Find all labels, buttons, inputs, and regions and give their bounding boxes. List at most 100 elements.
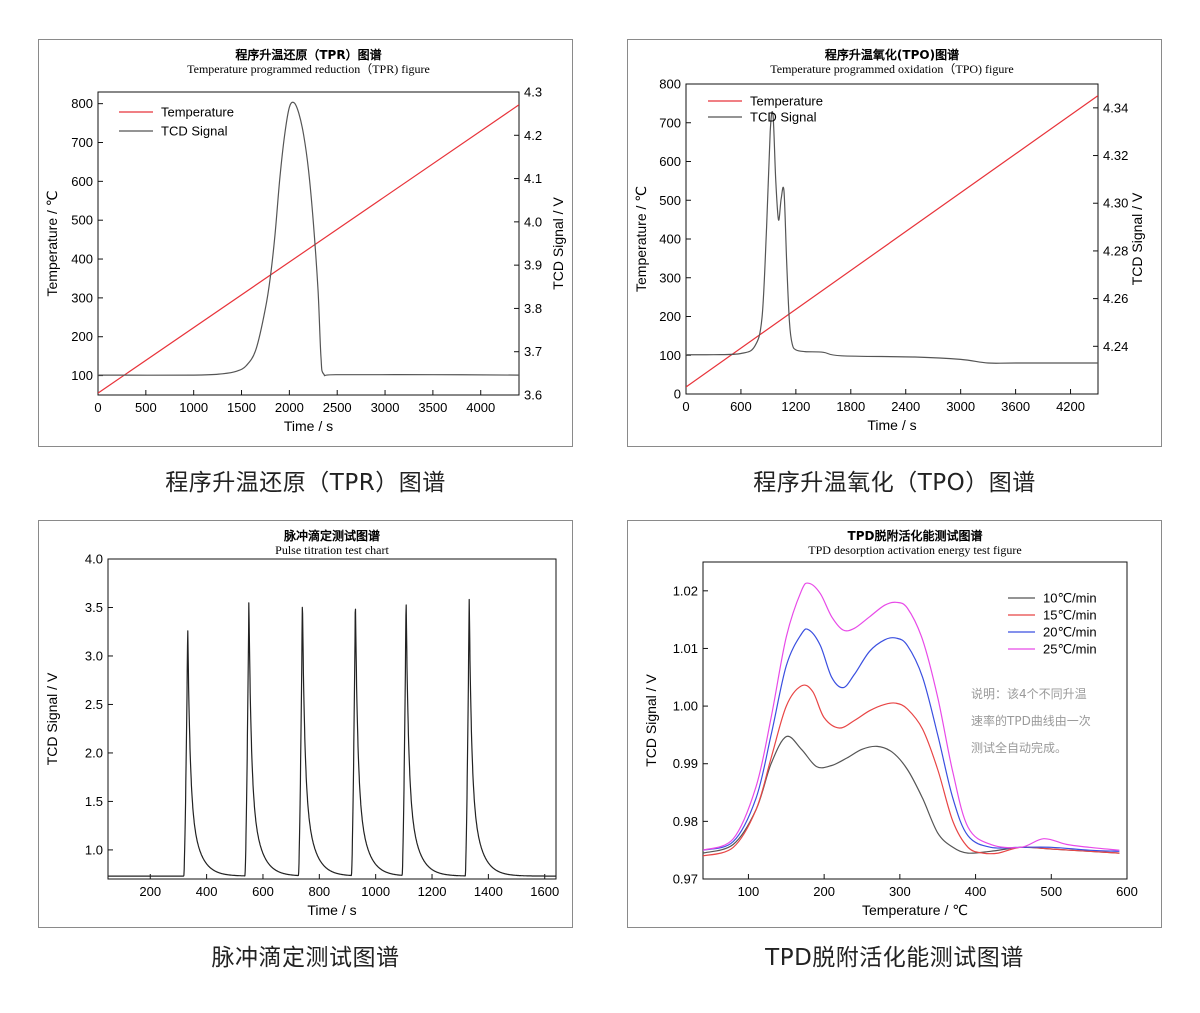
chart-title: TPD脱附活化能测试图谱 (848, 528, 983, 543)
legend-label: Temperature (161, 105, 234, 120)
x-tick-label: 200 (139, 884, 161, 899)
x-tick-label: 100 (738, 884, 760, 899)
x-tick-label: 200 (813, 884, 835, 899)
y2-axis-label: TCD Signal / V (1129, 192, 1145, 285)
chart-note-line: 速率的TPD曲线由一次 (971, 713, 1091, 728)
x-tick-label: 2400 (891, 399, 920, 414)
series-line-tcd-signal (98, 101, 519, 377)
y2-tick-label: 3.8 (524, 301, 542, 316)
x-tick-label: 2500 (323, 400, 352, 415)
plot-area-frame (685, 83, 1099, 395)
chart-note-line: 说明：该4个不同升温 (971, 686, 1087, 701)
series-line-temperature (686, 95, 1098, 388)
y-tick-label: 200 (659, 309, 681, 324)
x-tick-label: 500 (1040, 884, 1062, 899)
chart-subtitle: TPD desorption activation energy test fi… (808, 543, 1021, 557)
legend-label: TCD Signal (161, 124, 228, 139)
y-tick-label: 100 (71, 368, 93, 383)
chart-subtitle: Temperature programmed reduction（TPR) fi… (187, 62, 430, 76)
y-tick-label: 4.0 (85, 552, 103, 567)
tpr-chart-frame: 程序升温还原（TPR）图谱 Temperature programmed redu… (38, 39, 573, 447)
y2-tick-label: 4.2 (524, 128, 542, 143)
y-tick-label: 200 (71, 329, 93, 344)
series-line-10-min (703, 735, 1120, 854)
x-tick-label: 0 (94, 400, 101, 415)
y2-tick-label: 4.34 (1103, 100, 1128, 115)
y-tick-label: 1.00 (673, 699, 698, 714)
x-axis-label: Time / s (867, 417, 916, 433)
series-line-tcd-signal (686, 111, 1098, 364)
y-tick-label: 500 (71, 213, 93, 228)
series-line-20-min (703, 628, 1120, 852)
tpo-chart-panel: 程序升温氧化(TPO)图谱 Temperature programmed oxid… (627, 39, 1162, 499)
y-axis-label: TCD Signal / V (643, 674, 659, 767)
x-tick-label: 600 (1116, 884, 1138, 899)
series-line-temperature (98, 104, 519, 394)
pulse-caption: 脉冲滴定测试图谱 (211, 945, 400, 971)
y2-tick-label: 3.9 (524, 258, 542, 273)
x-tick-label: 500 (135, 400, 157, 415)
chart-title: 程序升温还原（TPR）图谱 (235, 47, 381, 62)
x-tick-label: 1200 (781, 399, 810, 414)
y-tick-label: 0.97 (673, 872, 698, 887)
pulse-chart-panel: 脉冲滴定测试图谱 Pulse titration test chart 200 400… (38, 520, 573, 980)
y-tick-label: 3.5 (85, 600, 103, 615)
x-tick-label: 400 (965, 884, 987, 899)
x-tick-label: 1200 (418, 884, 447, 899)
y-tick-label: 0.98 (673, 814, 698, 829)
chart-title: 脉冲滴定测试图谱 (283, 528, 380, 543)
x-tick-label: 1800 (836, 399, 865, 414)
plot-area-frame (702, 561, 1128, 880)
y-tick-label: 500 (659, 193, 681, 208)
y2-tick-label: 4.32 (1103, 148, 1128, 163)
y-tick-label: 700 (71, 135, 93, 150)
legend-label: 15℃/min (1043, 608, 1097, 623)
x-tick-label: 600 (252, 884, 274, 899)
y2-tick-label: 3.6 (524, 388, 542, 403)
x-tick-label: 1400 (474, 884, 503, 899)
y-tick-label: 1.5 (85, 794, 103, 809)
x-tick-label: 3000 (371, 400, 400, 415)
x-tick-label: 1600 (530, 884, 559, 899)
x-tick-label: 600 (730, 399, 752, 414)
tpd-chart-panel: TPD脱附活化能测试图谱 TPD desorption activation en… (627, 520, 1162, 980)
tpd-caption: TPD脱附活化能测试图谱 (765, 945, 1024, 971)
x-tick-label: 2000 (275, 400, 304, 415)
tpo-caption: 程序升温氧化（TPO）图谱 (753, 470, 1036, 496)
chart-subtitle: Pulse titration test chart (275, 543, 389, 557)
x-tick-label: 4200 (1056, 399, 1085, 414)
tpo-chart-frame: 程序升温氧化(TPO)图谱 Temperature programmed oxid… (627, 39, 1162, 447)
tpr-chart-panel: 程序升温还原（TPR）图谱 Temperature programmed redu… (38, 39, 573, 499)
y-tick-label: 700 (659, 115, 681, 130)
y-tick-label: 100 (659, 348, 681, 363)
y-tick-label: 300 (659, 270, 681, 285)
x-tick-label: 1000 (179, 400, 208, 415)
y-axis-label: TCD Signal / V (44, 672, 60, 765)
x-tick-label: 1500 (227, 400, 256, 415)
x-axis-label: Time / s (284, 418, 333, 434)
pulse-chart-frame: 脉冲滴定测试图谱 Pulse titration test chart 200 400… (38, 520, 573, 928)
tpd-chart-frame: TPD脱附活化能测试图谱 TPD desorption activation en… (627, 520, 1162, 928)
x-tick-label: 4000 (466, 400, 495, 415)
x-tick-label: 3600 (1001, 399, 1030, 414)
y-tick-label: 3.0 (85, 648, 103, 663)
y2-axis-label: TCD Signal / V (550, 197, 566, 290)
y2-tick-label: 4.0 (524, 214, 542, 229)
chart-subtitle: Temperature programmed oxidation（TPO) fi… (770, 62, 1013, 76)
y-tick-label: 0.99 (673, 756, 698, 771)
chart-title: 程序升温氧化(TPO)图谱 (825, 47, 959, 62)
y2-tick-label: 4.24 (1103, 339, 1128, 354)
x-tick-label: 3500 (418, 400, 447, 415)
y-tick-label: 0 (674, 387, 681, 402)
x-tick-label: 400 (196, 884, 218, 899)
y2-tick-label: 4.28 (1103, 243, 1128, 258)
x-tick-label: 3000 (946, 399, 975, 414)
y2-tick-label: 4.26 (1103, 291, 1128, 306)
series-line-25-min (703, 582, 1120, 851)
x-tick-label: 0 (682, 399, 689, 414)
chart-note-line: 测试全自动完成。 (971, 740, 1067, 755)
y-tick-label: 600 (71, 174, 93, 189)
x-tick-label: 1000 (361, 884, 390, 899)
